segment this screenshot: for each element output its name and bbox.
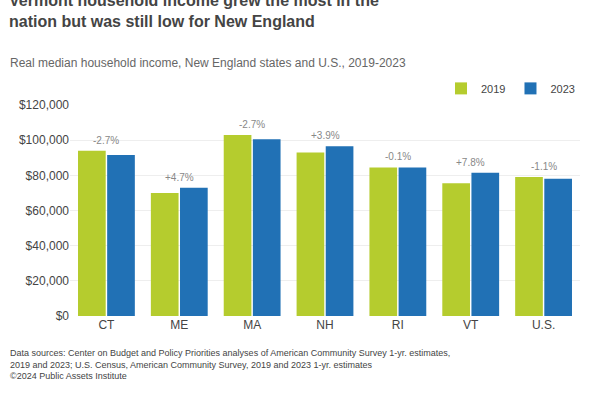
svg-text:RI: RI bbox=[392, 318, 404, 332]
svg-text:Data sources: Center on Budget: Data sources: Center on Budget and Polic… bbox=[10, 348, 450, 381]
svg-text:$100,000: $100,000 bbox=[19, 133, 69, 147]
svg-text:$120,000: $120,000 bbox=[19, 98, 69, 112]
svg-text:+4.7%: +4.7% bbox=[165, 172, 194, 183]
svg-text:U.S.: U.S. bbox=[532, 318, 555, 332]
svg-text:-2.7%: -2.7% bbox=[93, 135, 119, 146]
svg-text:+7.8%: +7.8% bbox=[456, 157, 485, 168]
svg-text:$0: $0 bbox=[56, 309, 70, 323]
svg-text:2023: 2023 bbox=[550, 83, 574, 95]
svg-text:NH: NH bbox=[316, 318, 333, 332]
svg-text:2019: 2019 bbox=[481, 83, 505, 95]
svg-text:$80,000: $80,000 bbox=[26, 169, 70, 183]
svg-text:$20,000: $20,000 bbox=[26, 274, 70, 288]
svg-text:-0.1%: -0.1% bbox=[385, 151, 411, 162]
svg-text:VT: VT bbox=[463, 318, 479, 332]
svg-text:ME: ME bbox=[170, 318, 188, 332]
svg-text:MA: MA bbox=[243, 318, 261, 332]
svg-text:Real median household income,: Real median household income, New Englan… bbox=[10, 56, 406, 70]
svg-text:-2.7%: -2.7% bbox=[239, 119, 265, 130]
svg-text:$60,000: $60,000 bbox=[26, 204, 70, 218]
svg-text:-1.1%: -1.1% bbox=[531, 161, 557, 172]
svg-text:CT: CT bbox=[98, 318, 115, 332]
svg-text:+3.9%: +3.9% bbox=[311, 130, 340, 141]
svg-text:Vermont household income grew: Vermont household income grew the most i… bbox=[9, 0, 379, 30]
svg-text:$40,000: $40,000 bbox=[26, 239, 70, 253]
